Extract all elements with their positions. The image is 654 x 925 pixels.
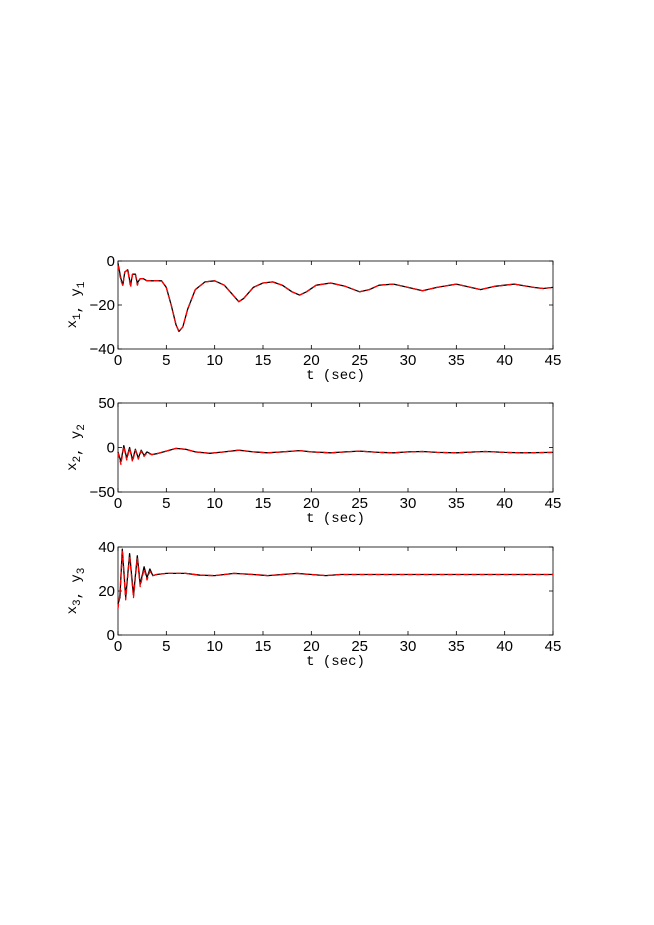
x-tick-label: 30 <box>400 495 417 512</box>
x-axis-label: t (sec) <box>306 654 365 670</box>
y-tick-label: 0 <box>107 627 115 644</box>
y-label-var: y <box>69 431 85 439</box>
x-tick-label: 30 <box>400 638 417 655</box>
y-label-sep: , <box>69 297 85 314</box>
y-tick-label: −40 <box>90 341 115 358</box>
y-axis-label: x3, y3 <box>65 568 88 615</box>
x-tick-label: 10 <box>206 495 223 512</box>
x-tick-label: 20 <box>303 495 320 512</box>
y-axis-label: x1, y1 <box>65 281 88 328</box>
y-tick-label: 0 <box>107 440 115 457</box>
x-tick-label: 20 <box>303 352 320 369</box>
x-axis-label: t (sec) <box>306 511 365 527</box>
x-tick-label: 10 <box>206 352 223 369</box>
x-tick-label: 40 <box>496 638 513 655</box>
x-tick-label: 15 <box>255 495 272 512</box>
x-tick-label: 0 <box>114 495 122 512</box>
x-tick-label: 35 <box>448 352 465 369</box>
y-label-var: x <box>65 320 81 328</box>
series-line-red-dashed <box>117 445 554 466</box>
x-tick-label: 40 <box>496 352 513 369</box>
y-label-sep: , <box>69 583 85 600</box>
x-tick-label: 45 <box>545 495 562 512</box>
x-tick-label: 5 <box>162 495 170 512</box>
y-label-sep: , <box>69 439 85 456</box>
axes-box <box>117 546 554 636</box>
x-tick-label: 25 <box>351 495 368 512</box>
x-tick-label: 25 <box>351 352 368 369</box>
axes-box <box>117 260 554 350</box>
x-tick-label: 45 <box>545 352 562 369</box>
x-tick-label: 40 <box>496 495 513 512</box>
x-tick-label: 45 <box>545 638 562 655</box>
x-tick-label: 30 <box>400 352 417 369</box>
series-line-red-dashed <box>117 550 553 609</box>
y-tick-label: 0 <box>107 253 115 270</box>
y-label-sub: 2 <box>76 424 88 431</box>
x-tick-label: 25 <box>351 638 368 655</box>
x-tick-label: 35 <box>448 638 465 655</box>
x-tick-label: 0 <box>114 638 122 655</box>
y-tick-label: 50 <box>98 395 115 412</box>
y-tick-label: −20 <box>90 297 115 314</box>
y-label-sub: 2 <box>72 456 84 463</box>
x-tick-label: 35 <box>448 495 465 512</box>
y-label-var: x <box>65 606 81 614</box>
series-line-red-dashed <box>117 265 554 333</box>
y-tick-label: −50 <box>90 484 115 501</box>
x-tick-label: 10 <box>206 638 223 655</box>
y-label-sub: 3 <box>72 599 84 606</box>
x-tick-label: 15 <box>255 638 272 655</box>
y-axis-label: x2, y2 <box>65 424 88 471</box>
y-label-sub: 3 <box>76 568 88 575</box>
x-axis-label: t (sec) <box>306 368 365 384</box>
y-tick-label: 40 <box>98 539 115 556</box>
y-label-var: y <box>69 574 85 582</box>
y-label-var: x <box>65 463 81 471</box>
x-tick-label: 5 <box>162 638 170 655</box>
x-tick-label: 5 <box>162 352 170 369</box>
y-tick-label: 20 <box>98 583 115 600</box>
y-label-sub: 1 <box>76 281 88 288</box>
x-tick-label: 15 <box>255 352 272 369</box>
axes-box <box>117 402 554 493</box>
x-tick-label: 0 <box>114 352 122 369</box>
y-label-sub: 1 <box>72 313 84 320</box>
y-label-var: y <box>69 288 85 296</box>
x-tick-label: 20 <box>303 638 320 655</box>
